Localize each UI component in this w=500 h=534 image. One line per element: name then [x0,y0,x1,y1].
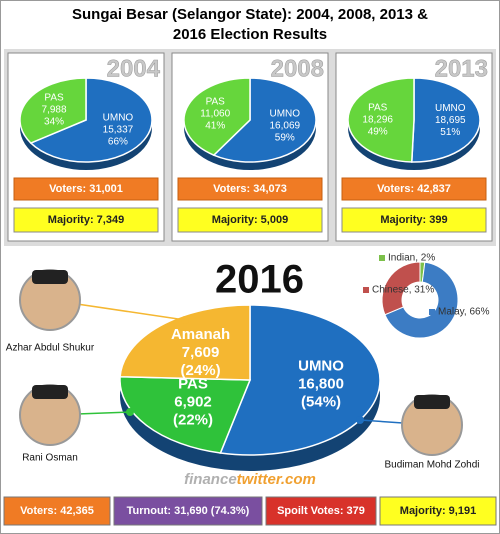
slice-category: PAS [206,97,226,108]
panel-year: 2013 [435,55,488,82]
pie-slice [183,77,251,157]
slice-category: PAS [178,376,208,393]
donut-slice [384,261,459,339]
slice-value: 11,060 [200,109,230,120]
legend-swatch [363,287,369,293]
slice-value: 18,296 [362,114,393,125]
candidate-cap [414,395,450,409]
voters-box [341,177,487,201]
slice-percent: (54%) [301,393,341,410]
big-year: 2016 [215,258,304,302]
slice-value: 18,695 [435,115,466,126]
stat-label: Spoilt Votes: 379 [277,505,365,517]
voters-box [177,177,323,201]
stat-box [113,496,263,526]
legend-label: Chinese, 31% [372,285,434,296]
slice-value: 7,988 [42,105,67,116]
voters-label: Voters: 34,073 [213,183,287,195]
slice-value: 16,800 [298,375,344,392]
pie-slice [19,77,87,144]
voters-label: Voters: 42,837 [377,183,451,195]
donut-slice [381,261,421,316]
connector-dot [181,316,189,324]
slice-category: UMNO [270,109,301,120]
panel-year: 2008 [271,55,324,82]
majority-box [177,207,323,233]
voters-box [13,177,159,201]
pie-slice [212,77,317,163]
connector-dot [356,416,364,424]
legend-swatch [379,255,385,261]
candidate-name: Azhar Abdul Shukur [6,343,95,354]
slice-percent: (24%) [181,362,221,379]
slice-percent: 49% [368,126,388,137]
title-line: Sungai Besar (Selangor State): 2004, 200… [72,6,428,23]
slice-category: PAS [44,93,64,104]
slice-category: PAS [368,102,388,113]
pie-slice [410,77,481,163]
slice-value: 16,069 [269,121,300,132]
pie-slice [29,77,153,163]
slice-value: 6,902 [174,394,212,411]
candidate-name: Budiman Mohd Zohdi [384,460,479,471]
candidate-name: Rani Osman [22,453,78,464]
legend-label: Indian, 2% [388,253,435,264]
stat-box [379,496,497,526]
watermark-part: finance [184,471,237,488]
slice-value: 15,337 [103,125,134,136]
legend-label: Malay, 66% [438,307,490,318]
slice-category: UMNO [435,103,466,114]
stat-label: Majority: 9,191 [400,505,476,517]
majority-box [13,207,159,233]
majority-label: Majority: 5,009 [212,214,288,226]
legend-swatch [429,309,435,315]
connector-dot [126,408,134,416]
slice-percent: 34% [44,117,64,128]
stat-box [3,496,111,526]
stat-box [265,496,377,526]
majority-box [341,207,487,233]
slice-percent: 51% [440,127,460,138]
slice-percent: 66% [108,137,128,148]
candidate-cap [32,270,68,284]
pie-slice [119,304,251,381]
watermark: financetwitter.com [184,471,316,488]
majority-label: Majority: 399 [380,214,447,226]
candidate-cap [32,385,68,399]
slice-percent: 41% [205,121,225,132]
slice-percent: 59% [275,133,295,144]
voters-label: Voters: 31,001 [49,183,123,195]
watermark-part: twitter.com [237,471,316,488]
pie-slice [219,304,381,456]
slice-percent: (22%) [173,412,213,429]
stat-label: Turnout: 31,690 (74.3%) [127,505,250,517]
slice-category: Amanah [171,326,230,343]
pie-slice [347,77,415,163]
slice-category: UMNO [298,357,344,374]
slice-value: 7,609 [182,344,220,361]
stat-label: Voters: 42,365 [20,505,94,517]
majority-label: Majority: 7,349 [48,214,124,226]
slice-category: UMNO [103,113,134,124]
pie-slice [119,375,252,454]
panel-year: 2004 [107,55,161,82]
title-line: 2016 Election Results [173,26,327,43]
